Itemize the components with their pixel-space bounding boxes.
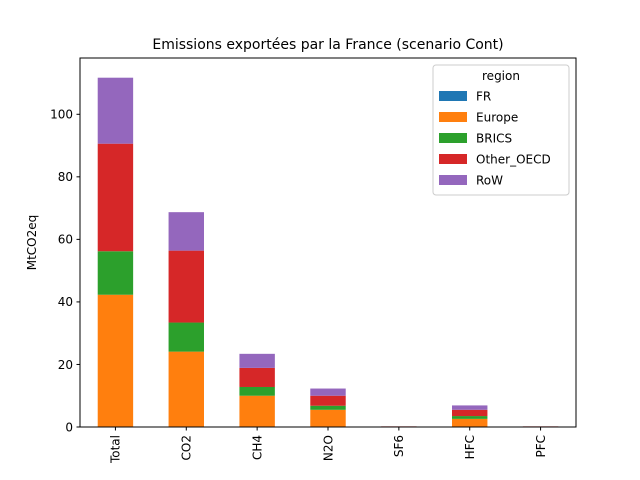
y-tick-label: 60 [58,233,73,247]
legend: region FR Europe BRICS Other_OECD RoW [432,64,570,196]
bar-n2o-europe [310,409,346,427]
x-tick-label-hfc: HFC [463,435,477,459]
legend-label-row: RoW [476,174,503,188]
bar-hfc-other-oecd [452,409,488,417]
legend-swatch-fr [439,91,467,101]
legend-swatch-brics [439,133,467,143]
bar-co2-brics [168,322,204,352]
bar-ch4-other-oecd [239,367,275,387]
y-tick-label: 40 [58,295,73,309]
legend-swatch-other-oecd [439,154,467,164]
bar-total-other-oecd [97,143,134,252]
x-tick-label-pfc: PFC [534,435,548,458]
bar-ch4-row [239,353,275,368]
y-axis: 0 20 40 60 80 100 [50,108,80,434]
bar-ch4-europe [239,395,275,427]
y-tick-label: 100 [50,108,73,122]
legend-label-fr: FR [476,90,491,104]
bar-total-brics [97,251,134,295]
bar-hfc-brics [452,416,488,419]
bar-hfc-row [452,405,488,410]
x-tick-label-ch4: CH4 [250,435,264,460]
bar-ch4-brics [239,386,275,396]
bar-n2o-row [310,388,346,396]
bar-total-europe [97,294,134,427]
legend-swatch-row [439,175,467,185]
x-tick-label-co2: CO2 [180,435,194,460]
x-tick-label-sf6: SF6 [392,435,406,457]
y-tick-label: 80 [58,170,73,184]
legend-label-europe: Europe [476,111,518,125]
bar-hfc-europe [452,418,488,427]
legend-label-brics: BRICS [476,132,512,146]
bar-co2-other-oecd [168,250,204,323]
legend-label-other-oecd: Other_OECD [476,153,551,167]
x-axis: Total CO2 CH4 N2O SF6 HFC PFC [109,427,548,464]
x-tick-label-total: Total [109,435,123,464]
bar-co2-row [168,212,204,251]
y-tick-label: 0 [65,420,73,434]
chart-title: Emissions exportées par la France (scena… [152,37,503,53]
legend-title: region [482,69,520,83]
bar-co2-europe [168,351,204,427]
y-axis-label: MtCO2eq [25,215,39,271]
bars-layer [97,77,559,427]
bar-n2o-other-oecd [310,395,346,406]
x-tick-label-n2o: N2O [321,435,335,461]
legend-swatch-europe [439,112,467,122]
y-tick-label: 20 [58,358,73,372]
bar-n2o-brics [310,405,346,410]
bar-total-row [97,77,134,144]
